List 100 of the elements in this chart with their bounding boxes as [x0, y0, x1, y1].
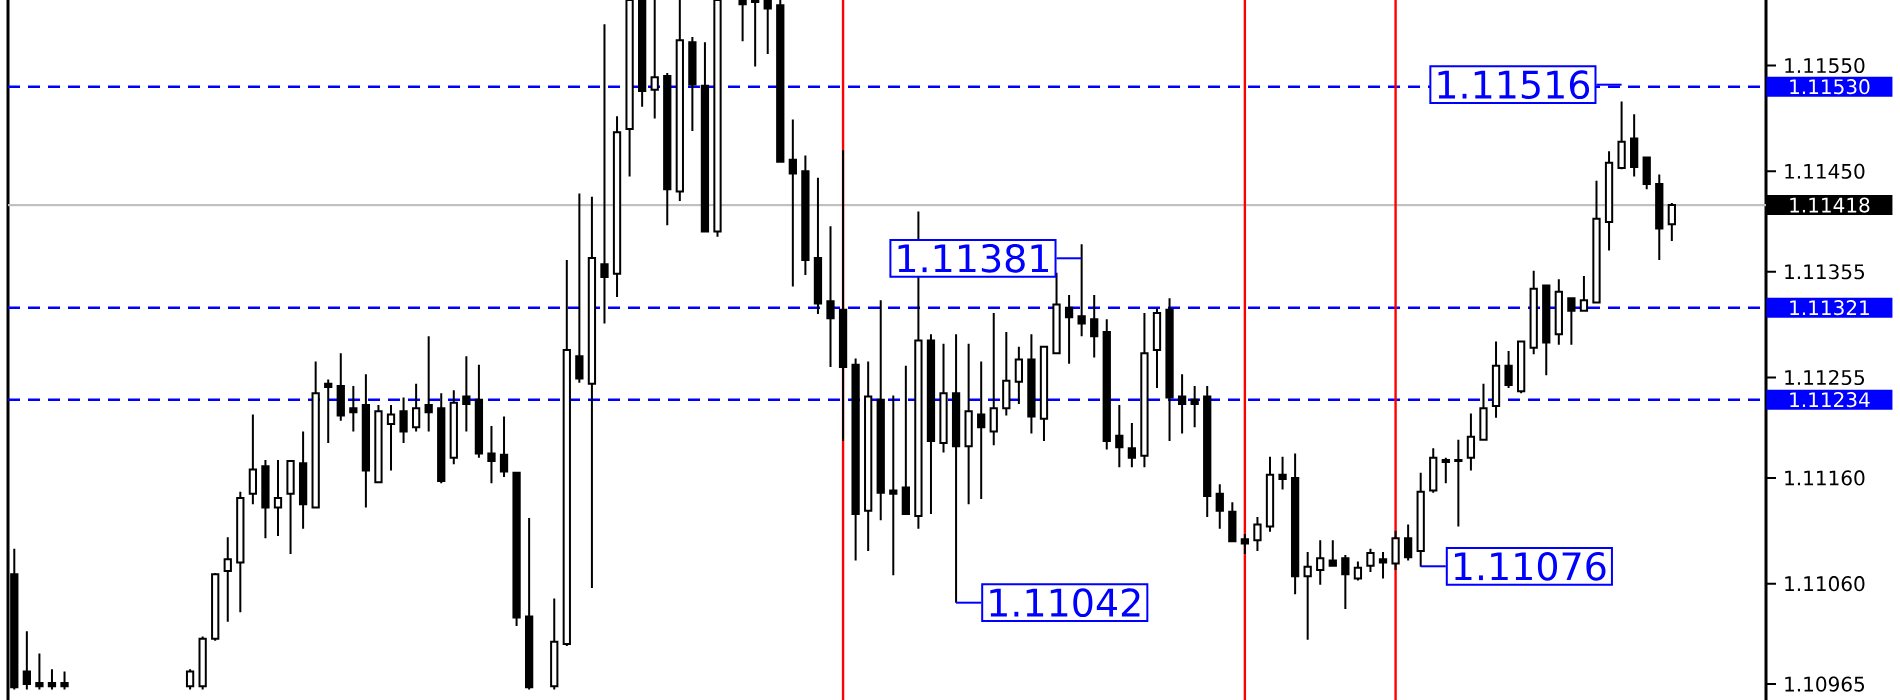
candlestick	[1265, 455, 1275, 533]
y-tick-label: 1.11450	[1785, 163, 1865, 179]
candlestick	[675, 0, 684, 202]
y-tick-label: 1.11550	[1785, 57, 1865, 74]
candlestick	[1642, 156, 1651, 191]
candlestick	[1542, 284, 1551, 377]
candlestick	[638, 0, 647, 108]
candlestick	[1604, 150, 1614, 252]
candlestick	[1529, 269, 1538, 356]
candlestick	[1290, 452, 1300, 596]
candlestick	[386, 403, 396, 472]
candlestick	[1341, 554, 1350, 611]
candlestick	[1102, 318, 1111, 451]
candlestick	[864, 360, 873, 552]
ref-line-label: 1.11234	[1790, 392, 1870, 408]
candlestick	[1278, 455, 1287, 491]
candlestick	[462, 355, 471, 433]
candlestick	[1391, 529, 1400, 571]
candlestick	[1479, 382, 1488, 441]
candlestick	[449, 389, 458, 466]
candlestick	[361, 373, 371, 509]
candlestick	[60, 670, 69, 691]
candlestick	[223, 536, 232, 623]
candlestick	[826, 225, 835, 368]
candlestick	[411, 382, 421, 433]
candlestick	[1429, 447, 1438, 494]
y-tick-label: 1.11160	[1785, 470, 1865, 486]
y-tick-label: 1.11255	[1785, 369, 1865, 386]
candlestick	[474, 363, 484, 459]
candlestick	[989, 311, 998, 447]
candlestick	[1115, 403, 1124, 469]
candlestick	[889, 394, 898, 577]
candlestick	[1667, 202, 1676, 243]
candlestick	[1454, 438, 1463, 528]
candlestick	[964, 342, 973, 506]
candlestick	[399, 396, 408, 445]
candlestick	[1002, 331, 1011, 417]
candlestick	[1579, 274, 1589, 312]
candlestick	[1014, 345, 1023, 405]
y-tick-label: 1.11060	[1785, 576, 1865, 592]
candlestick	[1592, 179, 1601, 304]
annotation: 1.11076	[1454, 551, 1606, 581]
candlestick	[261, 458, 270, 540]
candlestick	[198, 635, 207, 691]
candlestick	[424, 335, 433, 433]
candlestick	[1039, 345, 1049, 442]
candlestick	[236, 490, 245, 614]
candlestick	[336, 352, 345, 422]
candlestick	[788, 118, 797, 288]
candlestick	[926, 333, 936, 515]
candlestick	[286, 460, 295, 556]
candlestick	[1240, 532, 1250, 556]
candlestick	[550, 597, 559, 691]
annotation: 1.11516	[1438, 70, 1590, 100]
candlestick	[1630, 113, 1639, 178]
ref-line-label: 1.11418	[1790, 197, 1870, 213]
candlestick	[1366, 547, 1375, 574]
candlestick	[1303, 550, 1312, 641]
candlestick	[349, 384, 358, 433]
candlestick	[499, 415, 509, 478]
candlestick	[324, 378, 333, 445]
candlestick	[851, 357, 860, 562]
candlestick	[512, 471, 521, 627]
candlestick	[1203, 384, 1212, 519]
candlestick	[1567, 297, 1576, 346]
candlestick	[1441, 456, 1450, 485]
y-tick-label: 1.10965	[1785, 676, 1865, 692]
candlestick	[211, 572, 220, 642]
candlestick	[1491, 340, 1501, 419]
candlestick	[298, 430, 308, 530]
candlestick	[1378, 550, 1388, 580]
candlestick	[1253, 516, 1262, 552]
candlestick	[939, 342, 948, 454]
candlestick	[1504, 350, 1513, 390]
candlestick	[248, 413, 258, 506]
candlestick	[525, 517, 534, 691]
candlestick	[1328, 539, 1337, 567]
candlestick	[801, 154, 810, 276]
candlestick	[663, 71, 672, 227]
candlestick	[876, 299, 885, 522]
candlestick	[901, 364, 910, 515]
candlestick	[713, 0, 722, 238]
candlestick	[22, 630, 31, 691]
annotation: 1.11381	[898, 243, 1048, 273]
candlestick	[1554, 278, 1563, 346]
candlestick	[700, 41, 710, 233]
candlestick	[688, 36, 697, 133]
candlestick	[1655, 173, 1664, 262]
candlestick	[575, 192, 584, 384]
candlestick	[562, 259, 571, 648]
candlestick	[625, 0, 634, 178]
candlestick	[1090, 294, 1099, 359]
candlestick	[1027, 333, 1036, 435]
candlestick	[776, 0, 785, 163]
candlestick	[1152, 307, 1162, 390]
candlestick	[1353, 560, 1363, 582]
candlestick	[1316, 539, 1325, 586]
candlestick	[650, 0, 659, 120]
candlestick	[763, 0, 772, 55]
ref-line-label: 1.11530	[1790, 79, 1870, 95]
